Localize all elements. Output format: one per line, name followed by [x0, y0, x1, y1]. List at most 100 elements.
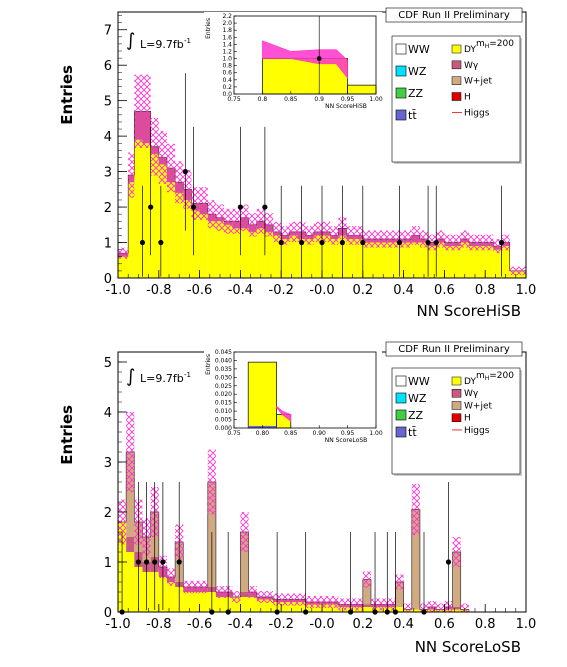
inset-y-tick-label: 1.2 — [222, 48, 232, 55]
uncertainty-band — [444, 234, 453, 251]
data-point — [262, 204, 268, 210]
inset-x-tick-label: 0.75 — [227, 96, 241, 103]
uncertainty-band — [354, 598, 363, 611]
legend-label-wgamma: Wγ — [464, 389, 479, 399]
bar-dy — [215, 221, 225, 278]
x-tick-label: 0.2 — [352, 283, 373, 298]
x-tick-label: -0.8 — [146, 283, 171, 298]
bar-dy — [264, 599, 274, 612]
y-tick-label: 0 — [104, 272, 112, 287]
uncertainty-band — [248, 213, 257, 237]
uncertainty-band — [515, 266, 526, 276]
lumi-text: L=9.7fb — [140, 372, 184, 385]
bar-dy — [215, 597, 225, 612]
bar-dy — [128, 182, 135, 278]
uncertainty-band — [128, 152, 135, 198]
x-tick-label: -0.0 — [309, 617, 334, 632]
uncertainty-band — [501, 234, 510, 251]
inset-y-tick-label: 1.0 — [222, 56, 232, 63]
uncertainty-band — [362, 230, 371, 248]
y-axis-label: Entries — [58, 65, 76, 125]
bar-dy — [297, 602, 306, 612]
uncertainty-band — [411, 226, 420, 245]
legend-swatch-zz — [395, 87, 407, 99]
uncertainty-band — [264, 213, 274, 237]
uncertainty-band — [313, 596, 322, 608]
inset-y-tick-label: 1.6 — [222, 34, 232, 41]
data-point — [445, 559, 452, 565]
bar-dy — [322, 235, 331, 278]
inset-y-tick-label: 0.020 — [215, 391, 232, 398]
bar-wgamma — [126, 537, 135, 552]
uncertainty-band — [224, 208, 233, 234]
uncertainty-band — [452, 537, 461, 567]
uncertainty-band — [183, 580, 192, 594]
bar-dy — [468, 246, 478, 278]
legend-swatch-tt — [395, 109, 407, 121]
uncertainty-band — [322, 596, 331, 608]
bar-dy — [452, 609, 461, 612]
inset-y-tick-label: 0.8 — [222, 63, 232, 70]
inset-y-tick-label: 2.2 — [222, 13, 232, 20]
uncertainty-band — [305, 596, 314, 608]
bar-dy — [313, 604, 322, 612]
bar-dy — [362, 607, 371, 612]
uncertainty-band — [232, 591, 241, 603]
legend-label-h: H — [464, 93, 471, 103]
data-point — [299, 239, 305, 246]
bar-dy — [387, 242, 396, 278]
bar-dy — [452, 246, 461, 278]
uncertainty-band — [370, 230, 380, 248]
bar-dy — [354, 238, 363, 278]
bar-dy — [191, 210, 200, 278]
bar-dy — [305, 604, 314, 612]
legend-label-tt: tt̄ — [408, 109, 417, 122]
uncertainty-band — [281, 593, 290, 606]
uncertainty-band — [248, 586, 257, 598]
uncertainty-band — [256, 591, 265, 603]
data-point — [139, 239, 146, 246]
inset-x-axis-label: NN ScoreLoSB — [325, 437, 368, 444]
legend-swatch-wjet — [451, 401, 462, 410]
inset-y-tick-label: 1.8 — [222, 27, 232, 34]
uncertainty-band — [264, 591, 274, 603]
bar-dy — [379, 242, 388, 278]
inset-y-tick-label: 0.0 — [222, 91, 232, 98]
x-axis-label: NN ScoreLoSB — [415, 638, 521, 656]
inset-uncertainty-band — [276, 405, 292, 422]
x-tick-label: 0.4 — [393, 283, 414, 298]
y-tick-label: 3 — [104, 456, 112, 471]
inset-y-tick-label: 0.035 — [215, 366, 232, 373]
bar-dy — [199, 214, 208, 278]
bar-dy — [501, 246, 510, 278]
bar-dy — [322, 604, 331, 612]
uncertainty-band — [379, 598, 388, 611]
legend-swatch-h — [451, 92, 462, 101]
svg-text:∫: ∫ — [126, 30, 135, 51]
uncertainty-band — [403, 230, 412, 248]
bar-dy — [175, 192, 184, 278]
bar-dy — [248, 597, 257, 612]
lumi-superscript: -1 — [184, 371, 191, 379]
uncertainty-band — [395, 574, 404, 590]
lumi-label: ∫ L=9.7fb -1 — [126, 366, 191, 387]
uncertainty-band — [118, 247, 129, 259]
uncertainty-band — [150, 117, 159, 176]
uncertainty-band — [215, 204, 225, 231]
data-point — [498, 239, 505, 246]
bar-dy — [313, 235, 322, 278]
uncertainty-band — [289, 221, 298, 243]
svg-text:∫: ∫ — [126, 366, 135, 387]
uncertainty-band — [460, 603, 469, 612]
data-point — [148, 204, 154, 210]
uncertainty-band — [240, 204, 249, 231]
legend-swatch-wjet — [451, 76, 462, 85]
inset-y-tick-label: 0.4 — [222, 77, 232, 84]
x-tick-label: 0.4 — [393, 617, 414, 632]
uncertainty-band — [477, 234, 486, 251]
uncertainty-band — [338, 598, 347, 611]
uncertainty-band — [387, 598, 396, 611]
legend-swatch-wgamma — [451, 60, 462, 70]
bar-wjet — [362, 579, 371, 605]
uncertainty-band — [460, 230, 469, 248]
